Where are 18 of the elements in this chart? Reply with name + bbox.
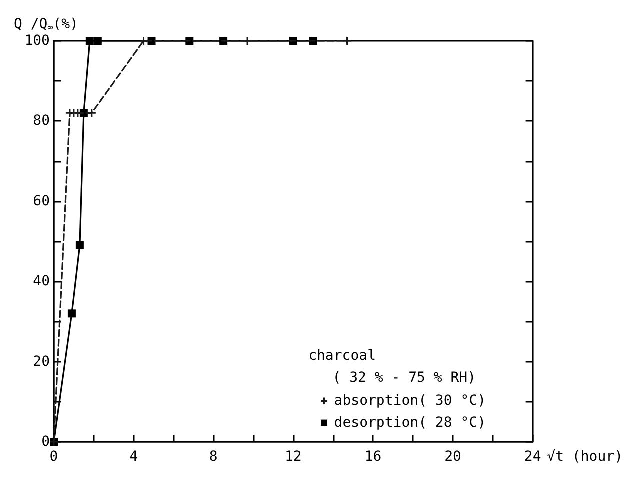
x-tick-label: 8 — [209, 449, 218, 465]
x-tick-label: 24 — [524, 449, 542, 465]
x-tick-label: 12 — [284, 449, 302, 465]
legend-label: desorption( 28 °C) — [334, 415, 486, 431]
y-tick-label: 40 — [33, 274, 50, 290]
annotation: ( 32 % - 75 % RH) — [332, 370, 476, 386]
y-tick-label: 20 — [33, 354, 50, 370]
legend-label: absorption( 30 °C) — [334, 393, 486, 409]
y-axis-title: Q /Q∞(%) — [14, 16, 78, 34]
y-tick-label: 0 — [42, 434, 50, 450]
x-tick-label: 4 — [130, 449, 138, 465]
y-tick-label: 60 — [33, 193, 50, 210]
y-tick-label: 80 — [33, 113, 50, 130]
x-tick-label: 16 — [364, 449, 382, 465]
x-tick-label: 20 — [444, 449, 462, 465]
y-tick-label: 100 — [24, 33, 50, 49]
legend-title: charcoal — [308, 348, 376, 364]
x-axis-title: √t (hour) — [547, 449, 623, 465]
